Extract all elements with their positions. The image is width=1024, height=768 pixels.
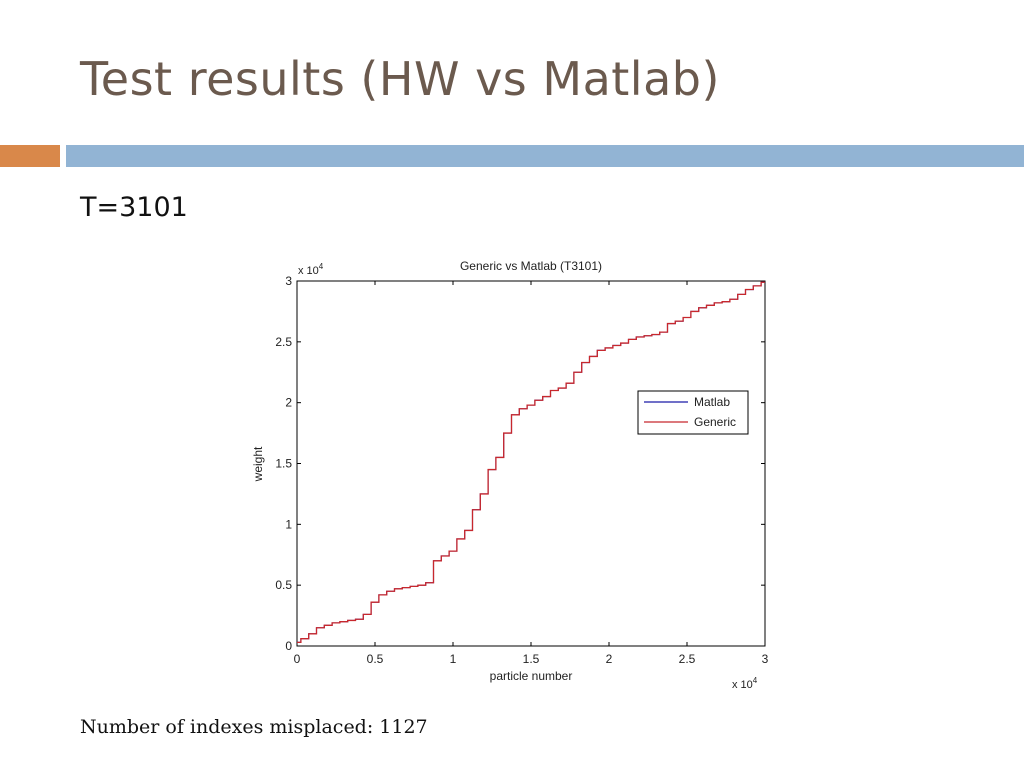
x-multiplier: x 104: [732, 676, 758, 691]
series-lines: [297, 281, 765, 643]
accent-bar-blue: [66, 145, 1024, 167]
y-tick-label: 0.5: [275, 578, 292, 592]
y-tick-label: 3: [285, 274, 292, 288]
plot-area: [296, 280, 766, 647]
x-axis-label: particle number: [490, 669, 573, 683]
x-tick-label: 0: [294, 652, 301, 666]
legend-label-matlab: Matlab: [694, 395, 730, 409]
x-tick-label: 3: [762, 652, 769, 666]
y-multiplier-exp: 4: [319, 262, 324, 271]
x-tick-label: 1: [450, 652, 457, 666]
slide-subtitle: T=3101: [80, 192, 188, 223]
x-tick-label: 2.5: [679, 652, 696, 666]
slide-title: Test results (HW vs Matlab): [80, 52, 720, 106]
x-multiplier-base: x 10: [732, 679, 753, 691]
legend-box: [637, 390, 749, 435]
x-axis-ticks: 0 0.5 1 1.5 2 2.5 3: [294, 281, 769, 666]
x-tick-label: 1.5: [523, 652, 540, 666]
y-axis-ticks: 0 0.5 1 1.5 2 2.5 3: [275, 274, 765, 653]
misplaced-count-note: Number of indexes misplaced: 1127: [80, 716, 428, 738]
x-tick-label: 2: [606, 652, 613, 666]
y-axis-label: weight: [251, 446, 265, 482]
legend-label-generic: Generic: [694, 415, 736, 429]
y-tick-label: 1: [285, 517, 292, 531]
line-chart: Generic vs Matlab (T3101) x 104 0 0.5 1 1.5…: [251, 259, 769, 691]
y-tick-label: 1.5: [275, 457, 292, 471]
y-tick-label: 2.5: [275, 335, 292, 349]
y-tick-label: 0: [285, 639, 292, 653]
chart-title: Generic vs Matlab (T3101): [460, 259, 602, 273]
x-tick-label: 0.5: [367, 652, 384, 666]
y-multiplier-base: x 10: [298, 265, 319, 277]
x-multiplier-exp: 4: [753, 676, 758, 685]
series-line-generic: [297, 281, 765, 643]
y-tick-label: 2: [285, 396, 292, 410]
accent-bar-orange: [0, 145, 60, 167]
y-multiplier: x 104: [298, 262, 324, 277]
legend: Matlab Generic: [637, 390, 749, 435]
